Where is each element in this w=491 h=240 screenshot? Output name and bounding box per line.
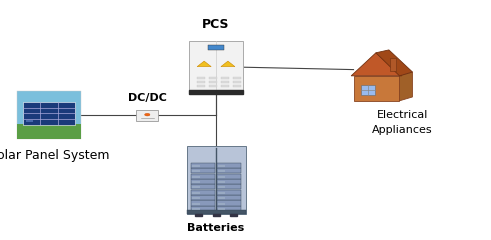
Bar — [195, 214, 202, 216]
Bar — [217, 179, 241, 184]
Bar — [191, 206, 215, 211]
Bar — [209, 81, 217, 83]
Bar — [187, 210, 246, 214]
Bar — [26, 120, 33, 122]
Bar — [23, 102, 75, 125]
Bar — [218, 192, 225, 194]
Bar — [354, 76, 400, 101]
Bar — [217, 174, 241, 179]
Bar — [197, 81, 205, 83]
Bar — [217, 168, 241, 173]
Bar — [191, 174, 215, 179]
Bar — [191, 163, 215, 168]
Bar — [192, 203, 199, 204]
Bar — [218, 197, 225, 199]
Text: Solar Panel System: Solar Panel System — [0, 149, 109, 162]
Bar — [192, 192, 199, 194]
Bar — [390, 58, 396, 71]
Bar — [218, 208, 225, 210]
Circle shape — [145, 113, 150, 116]
Bar — [189, 90, 243, 94]
Bar — [218, 176, 225, 178]
Bar — [230, 214, 237, 216]
Bar — [218, 203, 225, 204]
Bar — [191, 190, 215, 195]
Bar — [192, 197, 199, 199]
Bar — [213, 214, 219, 216]
Bar — [221, 77, 229, 79]
Bar — [217, 190, 241, 195]
Bar — [217, 195, 241, 200]
Bar — [192, 186, 199, 188]
Polygon shape — [376, 50, 412, 76]
Bar — [197, 77, 205, 79]
Bar — [192, 176, 199, 178]
Bar — [217, 206, 241, 211]
Bar — [209, 85, 217, 87]
Bar — [360, 85, 375, 95]
Bar — [192, 181, 199, 183]
Bar — [191, 200, 215, 205]
Bar — [209, 45, 223, 50]
Bar — [217, 184, 241, 189]
Text: DC/DC: DC/DC — [128, 93, 167, 103]
Bar — [136, 110, 158, 120]
Bar — [191, 195, 215, 200]
Bar — [233, 81, 241, 83]
Text: Electrical
Appliances: Electrical Appliances — [372, 110, 433, 135]
Bar — [192, 170, 199, 172]
Polygon shape — [351, 53, 402, 76]
Bar — [218, 170, 225, 172]
Bar — [191, 179, 215, 184]
Bar — [217, 163, 241, 168]
Bar — [191, 168, 215, 173]
Bar — [218, 181, 225, 183]
Polygon shape — [197, 61, 211, 67]
Polygon shape — [400, 72, 412, 101]
Bar — [233, 77, 241, 79]
Polygon shape — [221, 61, 235, 67]
Bar — [221, 81, 229, 83]
Bar — [218, 165, 225, 167]
Bar — [197, 85, 205, 87]
Bar — [217, 200, 241, 205]
Bar — [17, 91, 81, 139]
Text: Batteries: Batteries — [188, 223, 245, 233]
Bar — [192, 208, 199, 210]
Bar — [192, 165, 199, 167]
Bar — [233, 85, 241, 87]
Text: PCS: PCS — [202, 18, 230, 31]
Bar — [191, 184, 215, 189]
Bar — [209, 77, 217, 79]
Bar — [218, 186, 225, 188]
Bar — [187, 146, 246, 214]
Bar — [221, 85, 229, 87]
Bar — [189, 41, 243, 94]
Bar — [17, 124, 81, 139]
